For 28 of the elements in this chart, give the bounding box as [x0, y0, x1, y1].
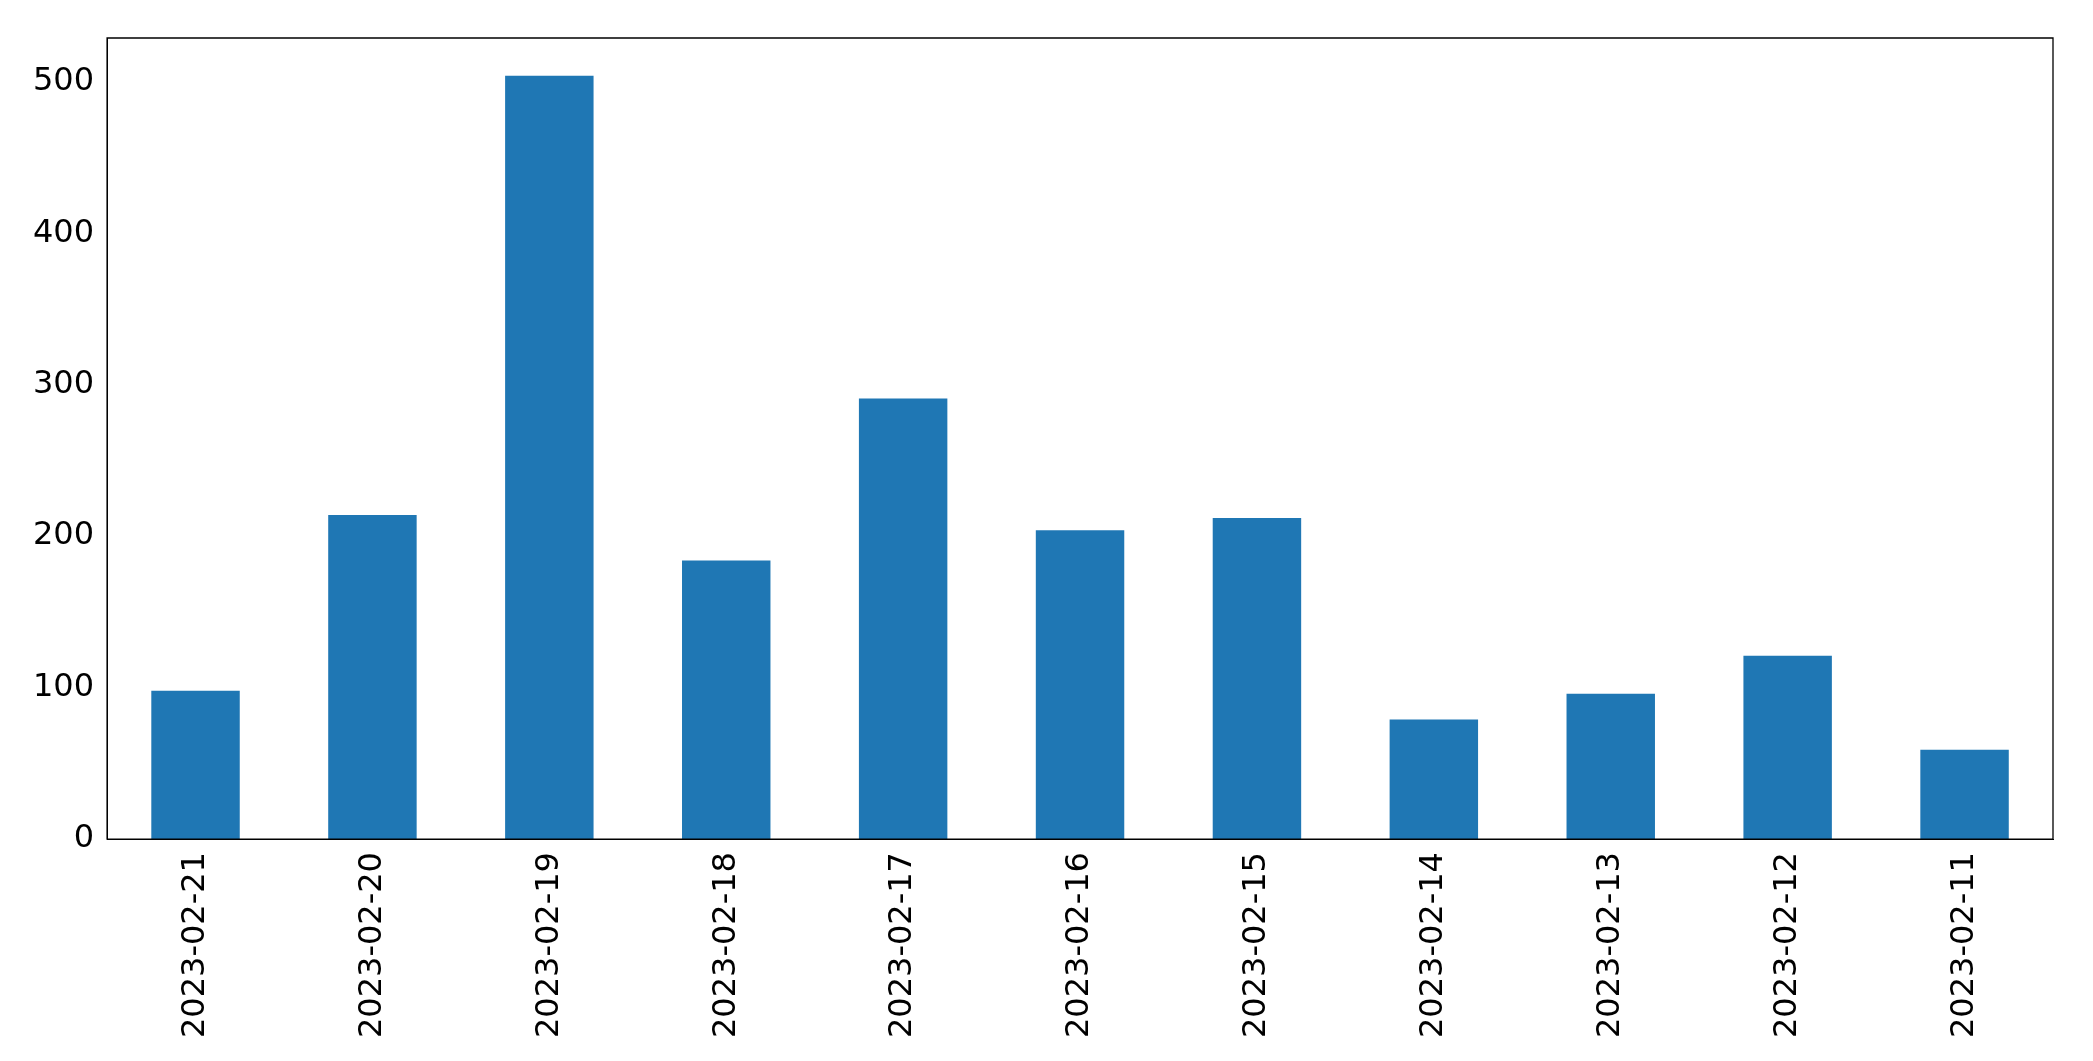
bar	[1389, 719, 1479, 840]
y-tick-label: 200	[33, 514, 95, 553]
x-tick-label: 2023-02-21	[173, 852, 212, 1038]
y-tick-label: 400	[33, 211, 95, 250]
bar	[151, 690, 240, 840]
x-tick-label: 2023-02-18	[704, 852, 743, 1038]
x-tick-label: 2023-02-11	[1942, 852, 1981, 1038]
bar	[1743, 655, 1832, 840]
x-tick-label: 2023-02-19	[527, 852, 566, 1038]
y-tick-label: 0	[73, 817, 95, 856]
bar	[328, 514, 417, 840]
bar	[1212, 518, 1302, 840]
x-tick-label: 2023-02-16	[1058, 852, 1097, 1038]
y-tick-label: 500	[33, 60, 95, 99]
bar	[1035, 530, 1125, 840]
bar	[1566, 693, 1655, 840]
bar	[505, 75, 594, 840]
x-tick-label: 2023-02-17	[881, 852, 920, 1038]
y-tick-label: 300	[33, 363, 95, 402]
bar	[1920, 749, 2009, 840]
x-tick-label: 2023-02-20	[350, 852, 389, 1038]
x-tick-label: 2023-02-12	[1765, 852, 1804, 1038]
bar	[682, 560, 771, 840]
bar	[858, 398, 948, 840]
x-tick-label: 2023-02-14	[1412, 852, 1451, 1038]
x-tick-label: 2023-02-13	[1589, 852, 1628, 1038]
x-tick-label: 2023-02-15	[1235, 852, 1274, 1038]
y-tick-label: 100	[33, 665, 95, 704]
